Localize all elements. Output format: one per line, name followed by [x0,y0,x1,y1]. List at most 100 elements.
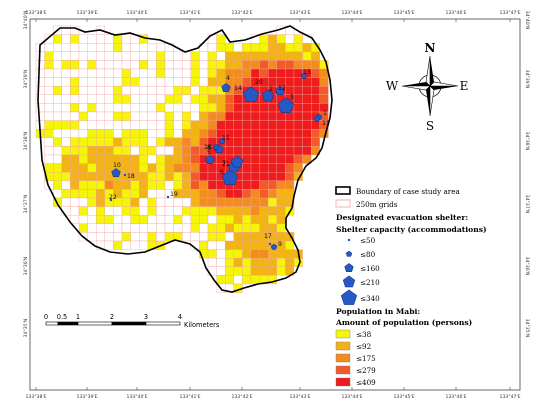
grid-cell [164,197,174,207]
grid-cell [216,68,226,78]
grid-cell [302,137,312,147]
grid-cell [311,68,320,78]
grid-cell [319,86,329,95]
grid-cell [276,137,286,147]
grid-cell [78,51,88,61]
grid-cell [225,215,234,224]
grid-cell [225,60,234,70]
grid-cell [147,223,157,233]
grid-cell [242,77,252,87]
grid-cell [121,94,131,104]
grid-cell [259,51,269,61]
grid-cell [216,60,226,70]
grid-cell [250,189,260,199]
grid-cell [130,68,140,78]
grid-cell [147,172,157,181]
grid-cell [207,68,217,78]
grid-cell [164,163,174,173]
grid-cell [156,68,166,78]
grid-cell [268,258,277,267]
grid-cell [216,240,226,250]
grid-cell [130,86,140,95]
grid-cell [285,180,295,190]
grid-cell [268,146,277,156]
grid-cell [276,60,286,70]
scale-tick-0: 0 [44,313,48,321]
grid-cell [130,111,140,121]
grid-cell [156,172,166,181]
grid-cell [216,275,226,285]
grid-cell [190,197,200,207]
grid-cell [302,77,312,87]
lat-label-right: 34°39'N [524,70,530,89]
grid-cell [199,77,209,87]
grid-cell [78,34,88,44]
grid-cell [61,154,71,164]
grid-cell [121,86,131,95]
grid-cell [207,197,217,207]
grid-cell [268,60,277,70]
grid-cell [164,94,174,104]
grid-cell [164,146,174,156]
grid-cell [259,60,269,70]
grid-cell [276,154,286,164]
grid-cell [53,60,62,70]
grid-cell [44,68,54,78]
grid-cell [182,197,191,207]
lon-label-bottom: 133°44'E [341,394,362,400]
grid-cell [96,215,105,224]
grid-cell [139,215,148,224]
legend-shelter-symbol [345,250,353,257]
grid-cell [164,215,174,224]
grid-cell [276,34,286,44]
grid-cell [259,197,269,207]
grid-cell [207,240,217,250]
grid-cell [139,111,148,121]
grid-cell [276,215,286,224]
grid-cell [268,34,277,44]
grid-cell [156,43,166,52]
shelter-marker [166,195,170,199]
shelter-id-label: 20 [255,79,263,86]
grid-cell [173,223,183,233]
grid-cell [293,86,303,95]
grid-cell [96,206,105,216]
grid-cell [242,111,252,121]
grid-cell [242,51,252,61]
grid-cell [156,120,166,130]
grid-cell [44,94,54,104]
grid-cell [268,249,277,259]
lon-label-top: 133°38'E [25,10,46,16]
grid-cell [285,163,295,173]
grid-cell [87,129,97,138]
grid-cell [130,51,140,61]
grid-cell [276,129,286,138]
grid-cell [44,120,54,130]
grid-cell [96,34,105,44]
grid-cell [121,111,131,121]
grid-cell [61,172,71,181]
grid-cell [96,180,105,190]
grid-cell [87,163,97,173]
study-area-boundary [37,25,333,293]
grid-cell [259,34,269,44]
grid-cell [302,86,312,95]
grid-cell [78,129,88,138]
grid-cell [225,111,234,121]
grid-cell [104,43,114,52]
grid-cell [164,137,174,147]
grid-cell [259,172,269,181]
shelter-id-label: 6 [220,169,224,176]
compass-w-black [402,82,430,86]
shelter-id-label: 3 [290,94,294,101]
grid-cell [130,103,140,113]
grid-cell [44,146,54,156]
grid-cell [242,275,252,285]
grid-cell [70,86,80,95]
grid-cell [276,43,286,52]
shelter-id-label: 1 [323,110,327,117]
grid-cell [216,197,226,207]
grid-cell [173,154,183,164]
map-frame [29,18,521,391]
